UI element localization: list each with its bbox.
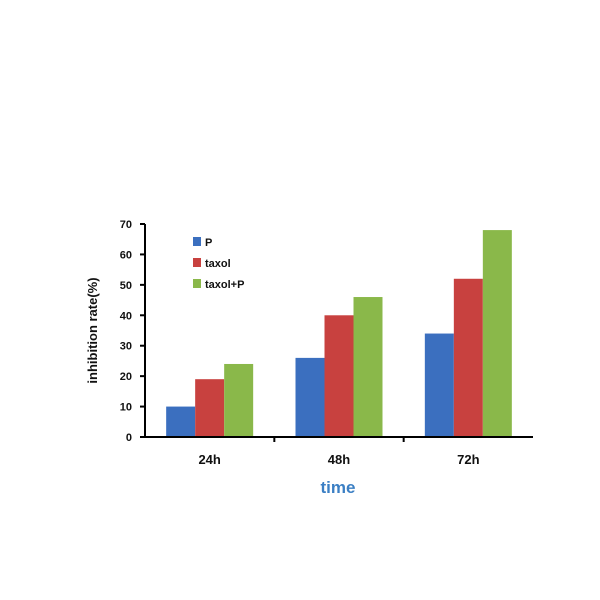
x-tick-label: 72h [457,452,479,467]
x-tick-label: 24h [198,452,220,467]
legend-label: P [205,237,212,249]
y-tick-label: 40 [120,310,132,322]
bar-p-72h [424,333,454,437]
y-tick-label: 10 [120,402,132,414]
bar-taxol-p-24h [224,363,254,437]
y-tick-label: 60 [120,249,132,261]
y-axis-label: inhibition rate(%) [85,277,100,383]
legend-swatch [193,237,201,246]
x-axis-ticks: 24h 48h 72h [198,437,480,467]
bar-taxol-p-72h [482,230,512,437]
x-tick-label: 48h [328,452,350,467]
bar-taxol-24h [195,379,225,437]
y-tick-label: 50 [120,280,132,292]
bar-taxol-72h [453,278,483,437]
y-tick-label: 70 [120,219,132,231]
y-tick-label: 20 [120,371,132,383]
y-tick-label: 0 [126,432,132,444]
y-tick-label: 30 [120,341,132,353]
bar-taxol-48h [324,315,354,437]
legend-swatch [193,258,201,267]
legend-label: taxol+P [205,279,244,291]
bars-group [166,230,512,437]
legend-swatch [193,279,201,288]
x-axis-label: time [321,478,356,497]
bar-taxol-p-48h [353,297,383,437]
legend-label: taxol [205,258,231,270]
bar-p-48h [295,357,325,437]
bar-p-24h [166,406,196,437]
y-axis-ticks: 0 10 20 30 40 50 60 70 [120,219,145,444]
